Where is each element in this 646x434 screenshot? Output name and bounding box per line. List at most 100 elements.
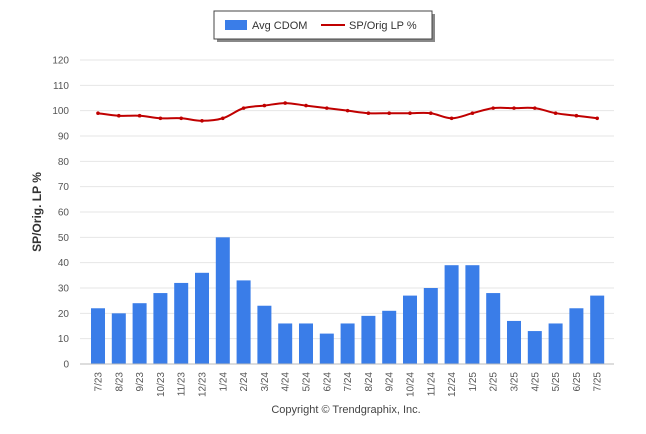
x-tick-label: 12/23 [198, 372, 209, 397]
bar [215, 237, 230, 364]
x-tick-label: 3/24 [260, 372, 271, 392]
y-tick-label: 120 [52, 56, 69, 67]
line-point [200, 119, 204, 123]
gridlines [80, 59, 614, 340]
line-series [96, 101, 599, 123]
x-tick-label: 8/24 [364, 372, 375, 392]
x-tick-label: 6/25 [572, 372, 583, 392]
line-point [512, 106, 516, 110]
x-tick-label: 1/24 [218, 372, 229, 392]
y-axis-ticks: 0 10 20 30 40 50 60 70 80 90 100 110 120 [52, 56, 69, 371]
x-tick-label: 5/25 [551, 372, 562, 392]
bar [278, 323, 293, 364]
y-tick-label: 0 [63, 360, 69, 371]
x-tick-label: 7/24 [343, 372, 354, 392]
line-point [345, 108, 350, 113]
bar [423, 288, 438, 364]
bar [486, 293, 501, 364]
bar [111, 313, 126, 364]
line-point [304, 103, 308, 108]
line-point [366, 111, 371, 115]
line-point [553, 111, 558, 115]
bar [91, 308, 105, 364]
line-point [283, 101, 288, 105]
y-tick-label: 20 [58, 309, 70, 320]
x-tick-label: 8/23 [114, 372, 125, 392]
bar [548, 323, 563, 364]
y-tick-label: 110 [53, 81, 69, 92]
y-tick-label: 100 [52, 106, 69, 117]
copyright-credit: Copyright © Trendgraphix, Inc. [271, 404, 420, 416]
line-point [429, 111, 433, 115]
x-tick-label: 10/24 [406, 372, 417, 397]
y-tick-label: 30 [58, 284, 70, 295]
line-point [117, 113, 121, 118]
bar [195, 272, 209, 364]
bar [465, 265, 480, 364]
line-point [533, 106, 537, 110]
line-point [179, 116, 183, 121]
bar [403, 295, 417, 364]
y-axis-title: SP/Orig. LP % [30, 172, 44, 252]
x-tick-label: 12/24 [447, 372, 458, 397]
x-tick-label: 9/23 [135, 372, 146, 392]
x-tick-label: 7/23 [94, 372, 105, 392]
line-point [96, 111, 100, 115]
x-tick-label: 2/25 [489, 372, 500, 392]
legend: Avg CDOM SP/Orig LP % [213, 10, 435, 42]
bar [236, 280, 251, 364]
bar [257, 305, 272, 364]
x-tick-label: 9/24 [385, 372, 396, 392]
y-tick-label: 70 [58, 182, 70, 193]
line-point [574, 113, 579, 118]
bar [590, 295, 605, 364]
x-tick-label: 11/23 [177, 372, 188, 397]
line-point [241, 106, 246, 110]
y-tick-label: 90 [58, 132, 70, 143]
bar [174, 282, 189, 364]
y-tick-label: 50 [58, 233, 70, 244]
y-tick-label: 80 [58, 157, 70, 168]
bar [569, 308, 584, 364]
legend-swatch-bar [225, 20, 247, 30]
line-point [158, 116, 163, 121]
x-tick-label: 3/25 [510, 372, 521, 392]
line-point [262, 103, 267, 108]
x-tick-label: 5/24 [302, 372, 313, 392]
x-tick-label: 4/24 [281, 372, 292, 392]
line-point [491, 106, 496, 110]
line-point [137, 113, 142, 118]
line-point [595, 116, 599, 121]
bar [299, 323, 313, 364]
x-tick-label: 7/25 [593, 372, 604, 392]
line-point [387, 111, 392, 115]
line-point [325, 106, 329, 110]
legend-label-bar: Avg CDOM [252, 20, 307, 32]
y-tick-label: 40 [58, 258, 70, 269]
line-point [408, 111, 412, 115]
legend-label-line: SP/Orig LP % [349, 20, 417, 32]
x-tick-label: 11/24 [426, 372, 437, 397]
bar [361, 315, 376, 364]
bar [382, 310, 397, 364]
line-point [470, 111, 475, 115]
bars [91, 237, 605, 364]
bar [444, 265, 459, 364]
bar [340, 323, 355, 364]
x-tick-label: 10/23 [156, 372, 167, 397]
x-tick-label: 6/24 [322, 372, 333, 392]
y-tick-label: 10 [58, 334, 70, 345]
line-point [449, 116, 454, 121]
line-point [221, 116, 225, 121]
x-tick-label: 2/24 [239, 372, 250, 392]
bar [507, 320, 521, 364]
y-tick-label: 60 [58, 208, 70, 219]
bar [153, 293, 168, 364]
x-axis-ticks: 7/23 8/23 9/23 10/23 11/23 12/23 1/24 2/24 3/24 4… [94, 372, 604, 397]
x-tick-label: 1/25 [468, 372, 479, 392]
bar [319, 333, 334, 364]
bar [132, 303, 147, 364]
x-tick-label: 4/25 [530, 372, 541, 392]
bar [527, 331, 542, 364]
